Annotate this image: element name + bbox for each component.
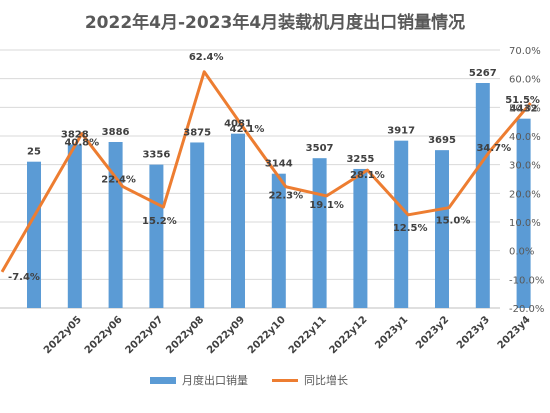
legend-swatch-bar: [150, 376, 176, 384]
legend-label-sales: 月度出口销量: [182, 374, 248, 387]
right-axis-ticks: 70.0% 60.0% 50.0% 40.0% 30.0% 20.0% 10.0% 0.0% -…: [509, 46, 544, 315]
bar-value-label: 4432: [510, 104, 538, 115]
x-axis-tick-label: 2022y11: [287, 314, 329, 356]
bar-value-label: 3507: [306, 143, 334, 154]
x-axis-tick-label: 2023y2: [414, 314, 451, 351]
x-axis-tick-label: 2023y4: [496, 314, 533, 351]
bar: [67, 144, 82, 308]
x-axis-tick-label: 2022y08: [164, 314, 206, 356]
right-axis-tick-label: 70.0%: [509, 46, 541, 57]
bar: [190, 142, 205, 308]
legend-swatch-line: [272, 378, 298, 382]
right-axis-tick-label: 20.0%: [509, 189, 541, 200]
right-axis-tick-label: -10.0%: [509, 275, 544, 286]
bar-value-label: 3255: [346, 154, 374, 165]
legend-item-growth[interactable]: 同比增长: [272, 372, 348, 388]
bar-value-label: 5267: [469, 68, 497, 79]
right-axis-tick-label: 60.0%: [509, 75, 541, 86]
x-axis-tick-label: 2023y1: [373, 314, 410, 351]
bar: [516, 118, 531, 308]
bar-value-label: 3695: [428, 135, 456, 146]
bar-value-label: 25: [27, 147, 41, 158]
bar: [312, 158, 327, 308]
legend: 月度出口销量 同比增长: [150, 372, 372, 388]
bar-value-label: 3875: [183, 127, 211, 138]
bar: [108, 141, 123, 308]
bar: [231, 133, 245, 308]
x-axis-tick-label: 2022y10: [246, 314, 288, 356]
growth-value-label: 22.3%: [268, 191, 303, 202]
right-axis-tick-label: 50.0%: [509, 103, 541, 114]
growth-value-label: 22.4%: [101, 174, 136, 185]
growth-value-label: 34.7%: [476, 143, 511, 154]
growth-value-label: 42.1%: [230, 124, 265, 135]
bar-value-label: 3144: [265, 159, 293, 170]
right-axis-tick-label: -20.0%: [509, 304, 544, 315]
right-axis-tick-label: 10.0%: [509, 218, 541, 229]
bar: [435, 150, 449, 308]
right-axis-tick-label: 30.0%: [509, 161, 541, 172]
growth-value-label: 62.4%: [189, 52, 224, 63]
growth-line: [0, 70, 532, 273]
x-axis-tick-label: 2023y3: [455, 314, 492, 351]
growth-value-label: 28.1%: [350, 170, 385, 181]
growth-value-label: 15.2%: [142, 216, 177, 227]
growth-value-label: 51.5%: [505, 95, 540, 106]
bar-value-label: 3828: [61, 129, 89, 140]
bar: [271, 173, 286, 308]
right-axis-tick-label: 40.0%: [509, 132, 541, 143]
right-axis-tick-label: 0.0%: [509, 247, 534, 258]
x-axis-tick-label: 2022y12: [328, 314, 370, 356]
line-data-labels: -7.4% 40.8% 22.4% 15.2% 62.4% 42.1% 22.3% 19.1%…: [8, 52, 540, 283]
chart-title: 2022年4月-2023年4月装载机月度出口销量情况: [84, 13, 466, 33]
x-axis-tick-label: 2022y07: [124, 314, 166, 356]
growth-value-label: 40.8%: [64, 138, 99, 149]
bar-value-label: 3917: [387, 126, 415, 137]
growth-value-label: 19.1%: [309, 200, 344, 211]
x-axis-tick-label: 2022y06: [83, 314, 125, 356]
bar: [353, 168, 368, 308]
bar: [475, 83, 490, 308]
bar-value-label: 3356: [142, 150, 170, 161]
bar-value-label: 3886: [102, 127, 130, 138]
line-series: [0, 70, 532, 273]
bar-value-label: 4081: [224, 119, 252, 130]
bar: [149, 164, 164, 308]
bar-series: [27, 83, 531, 308]
legend-label-growth: 同比增长: [304, 374, 348, 387]
x-axis-tick-label: 2022y05: [42, 314, 84, 356]
bar-data-labels: 25 3828 3886 3356 3875 4081 3144 3507 3255 3917 36…: [27, 68, 538, 170]
bar: [27, 161, 41, 308]
growth-value-label: 12.5%: [393, 223, 428, 234]
x-axis-tick-label: 2022y09: [205, 314, 247, 356]
growth-value-label: 15.0%: [436, 216, 471, 227]
bar: [394, 140, 409, 308]
legend-item-sales[interactable]: 月度出口销量: [150, 372, 248, 388]
growth-value-label: -7.4%: [8, 272, 40, 283]
x-axis-ticks: 2022y052022y062022y072022y082022y092022y…: [42, 314, 533, 356]
